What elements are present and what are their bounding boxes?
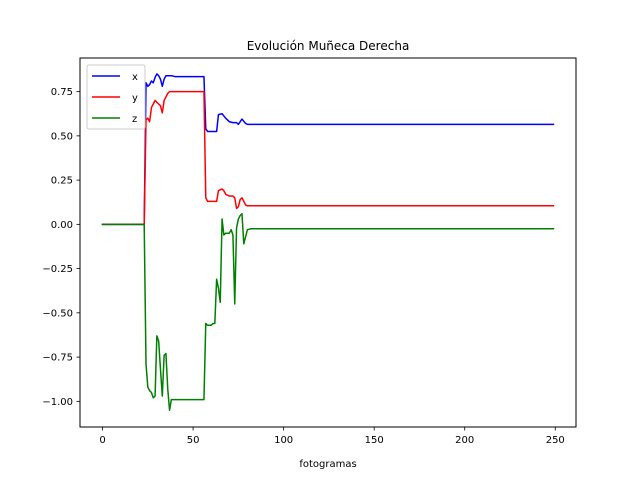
x-tick-label: 50 <box>187 435 200 446</box>
legend: xyz <box>86 64 146 130</box>
y-tick-label: −0.75 <box>42 353 73 364</box>
x-tick-label: 0 <box>99 435 105 446</box>
series-layer <box>101 73 555 411</box>
y-tick-label: 0.00 <box>51 220 73 231</box>
y-tick-label: 0.25 <box>51 176 73 187</box>
chart-title: Evolución Muñeca Derecha <box>247 39 410 53</box>
y-tick-label: −1.00 <box>42 397 73 408</box>
y-tick-label: 0.75 <box>51 87 73 98</box>
series-line-x <box>101 73 555 226</box>
y-axis: −1.00 −0.75 −0.50 −0.25 0.00 0.25 0.50 0.75 <box>42 87 80 408</box>
y-tick-label: −0.50 <box>42 308 73 319</box>
legend-label-y: y <box>132 93 138 104</box>
plot-area <box>79 57 577 428</box>
x-tick-label: 200 <box>455 435 474 446</box>
y-tick-label: 0.50 <box>51 131 73 142</box>
x-axis: 0 50 100 150 200 250 <box>99 427 565 446</box>
series-line-z <box>101 212 555 411</box>
y-tick-label: −0.25 <box>42 264 73 275</box>
x-axis-label: fotogramas <box>299 459 356 470</box>
legend-label-x: x <box>132 72 138 83</box>
plot-background <box>80 58 576 427</box>
x-tick-label: 100 <box>274 435 293 446</box>
x-tick-label: 250 <box>546 435 565 446</box>
x-tick-label: 150 <box>365 435 384 446</box>
plot-frame <box>79 57 577 428</box>
series-line-y <box>101 90 555 226</box>
legend-label-z: z <box>132 114 137 125</box>
